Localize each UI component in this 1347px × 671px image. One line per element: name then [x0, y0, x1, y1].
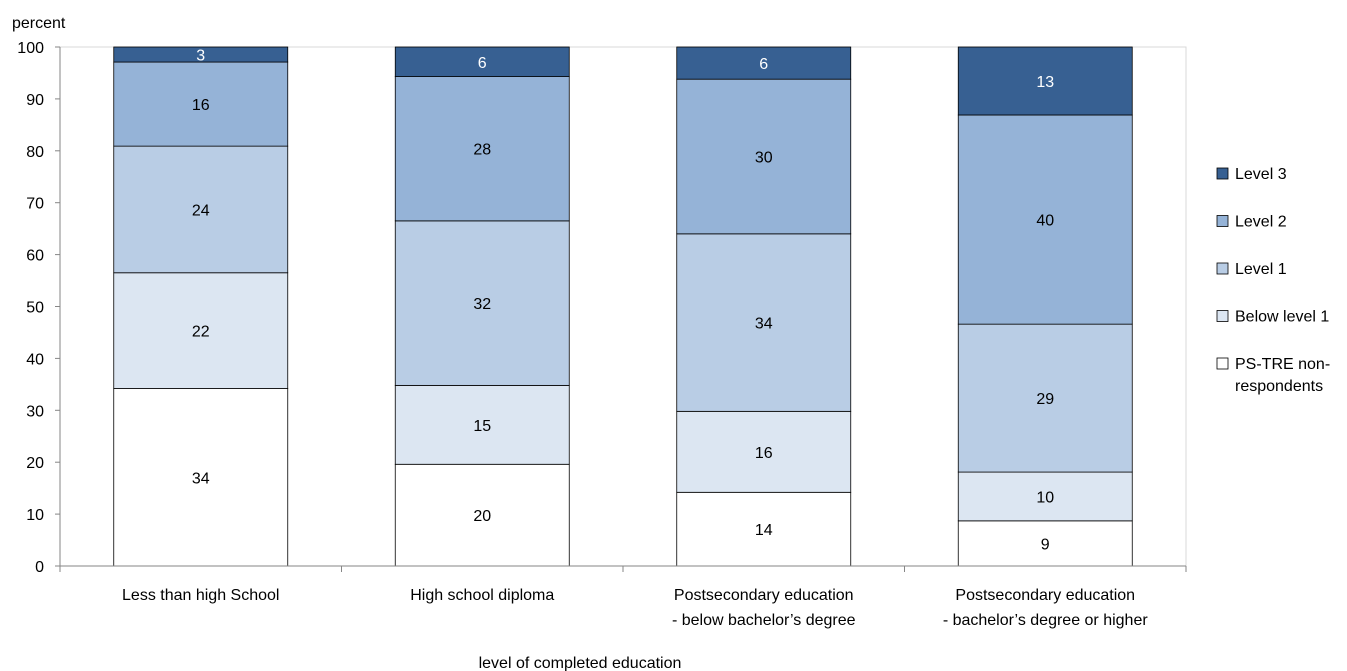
data-label: 34: [755, 316, 773, 333]
y-tick-label: 30: [26, 403, 44, 420]
legend-swatch: [1217, 358, 1228, 369]
data-label: 29: [1036, 391, 1054, 408]
legend-swatch: [1217, 311, 1228, 322]
y-tick-label: 100: [17, 40, 44, 57]
data-label: 3: [196, 48, 205, 65]
x-axis-label: level of completed education: [479, 655, 682, 671]
x-tick-label: - below bachelor’s degree: [672, 612, 856, 629]
legend-swatch: [1217, 168, 1228, 179]
x-axis: Less than high School High school diploma…: [60, 566, 1186, 629]
data-label: 28: [473, 142, 491, 159]
x-tick-label: Postsecondary education: [955, 587, 1135, 604]
bars: [114, 47, 1133, 566]
legend-label: Level 3: [1235, 166, 1287, 183]
data-label: 16: [192, 97, 210, 114]
x-tick-label: Less than high School: [122, 587, 279, 604]
data-label: 6: [478, 55, 487, 72]
legend-label: respondents: [1235, 378, 1323, 395]
y-tick-label: 70: [26, 196, 44, 213]
legend-label: Level 2: [1235, 214, 1287, 231]
x-tick-label: High school diploma: [410, 587, 554, 604]
legend-label: Level 1: [1235, 261, 1287, 278]
data-label: 14: [755, 522, 773, 539]
y-axis-label: percent: [12, 15, 66, 32]
data-label: 16: [755, 445, 773, 462]
data-label: 30: [755, 150, 773, 167]
y-tick-label: 20: [26, 455, 44, 472]
data-label: 15: [473, 418, 491, 435]
data-label: 32: [473, 296, 491, 313]
y-axis: 0 10 20 30 40 50 60 70 80 90 100: [17, 40, 60, 576]
data-label: 20: [473, 508, 491, 525]
y-tick-label: 60: [26, 248, 44, 265]
y-tick-label: 50: [26, 300, 44, 317]
legend-swatch: [1217, 216, 1228, 227]
x-tick-label: - bachelor’s degree or higher: [943, 612, 1149, 629]
legend-label: Below level 1: [1235, 309, 1329, 326]
x-tick-label: Postsecondary education: [674, 587, 854, 604]
legend: Level 3 Level 2 Level 1 Below level 1 PS-TRE…: [1217, 166, 1330, 395]
legend-label: PS-TRE non-: [1235, 356, 1330, 373]
data-label: 34: [192, 470, 210, 487]
data-label: 13: [1036, 74, 1054, 91]
data-label: 10: [1036, 489, 1054, 506]
legend-swatch: [1217, 263, 1228, 274]
data-label: 40: [1036, 213, 1054, 230]
y-tick-label: 80: [26, 144, 44, 161]
y-tick-label: 0: [35, 559, 44, 576]
y-tick-label: 10: [26, 507, 44, 524]
data-label: 6: [759, 56, 768, 73]
y-tick-label: 40: [26, 351, 44, 368]
data-label: 9: [1041, 536, 1050, 553]
data-labels: 34 22 24 16 3 20 15 32 28 6 14 16 34 30 6 9 10 29 40 13: [192, 48, 1054, 554]
data-label: 24: [192, 202, 210, 219]
y-tick-label: 90: [26, 92, 44, 109]
data-label: 22: [192, 324, 210, 341]
